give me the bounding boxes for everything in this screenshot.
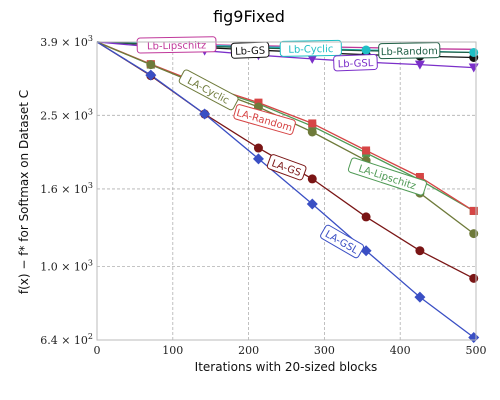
- marker-la-random: [362, 146, 371, 155]
- line-label-la-random: LA-Random: [233, 104, 296, 135]
- marker-la-gsl: [306, 198, 318, 210]
- x-tick-label: 400: [390, 344, 411, 357]
- y-tick-label: 6.4 × 102: [40, 332, 93, 347]
- marker-la-gs: [361, 212, 371, 222]
- series-line-la-cyclic: [96, 41, 475, 235]
- marker-la-random: [469, 206, 478, 215]
- line-label-lb-lipschitz: Lb-Lipschitz: [136, 36, 217, 54]
- line-label-box: [233, 104, 296, 135]
- y-tick-label: 3.9 × 103: [40, 34, 93, 49]
- marker-la-gsl: [199, 108, 211, 120]
- line-label-box: [378, 42, 441, 60]
- marker-lb-cyclic: [469, 47, 479, 57]
- marker-la-gs: [307, 174, 317, 184]
- marker-la-gsl: [468, 331, 480, 343]
- line-labels-layer: Lb-Lipschitz Lb-GS Lb-Cyclic Lb-Random Lb-GS…: [136, 36, 441, 259]
- line-label-box: [320, 224, 364, 259]
- line-label-text: Lb-GS: [235, 46, 265, 58]
- marker-la-cyclic: [307, 127, 317, 137]
- line-label-text: Lb-Cyclic: [288, 44, 333, 56]
- y-tick-label: 2.5 × 103: [40, 107, 93, 122]
- x-tick-label: 100: [162, 344, 183, 357]
- y-tick-label: 1.6 × 103: [40, 181, 93, 196]
- line-label-box: [279, 39, 342, 57]
- marker-la-random: [308, 119, 317, 128]
- line-label-text: Lb-Random: [381, 46, 438, 58]
- line-label-lb-gs: Lb-GS: [230, 41, 270, 59]
- marker-lb-gsl: [468, 63, 479, 73]
- marker-lb-cyclic: [361, 45, 371, 55]
- line-label-lb-cyclic: Lb-Cyclic: [279, 39, 342, 57]
- marker-lb-gsl: [414, 60, 425, 70]
- line-label-box: [347, 157, 427, 196]
- series-line-la-gsl: [96, 41, 475, 338]
- marker-la-cyclic: [146, 60, 156, 70]
- line-label-box: [266, 154, 307, 181]
- marker-la-gsl: [414, 291, 426, 303]
- line-label-la-cyclic: LA-Cyclic: [178, 69, 239, 111]
- plot-frame: [96, 41, 477, 341]
- x-tick-label: 200: [238, 344, 259, 357]
- line-label-la-gs: LA-GS: [266, 154, 307, 181]
- x-axis-label: Iterations with 20-sized blocks: [195, 360, 378, 374]
- line-label-text: Lb-Lipschitz: [147, 40, 206, 52]
- line-label-text: Lb-GSL: [338, 58, 374, 70]
- marker-lb-gsl: [307, 54, 318, 64]
- marker-la-gs: [253, 143, 263, 153]
- y-tick-label: 1.0 × 103: [40, 258, 93, 273]
- chart-title: fig9Fixed: [213, 7, 285, 26]
- x-tick-label: 500: [466, 344, 487, 357]
- line-label-lb-random: Lb-Random: [378, 42, 441, 60]
- y-axis-label: f(x) − f* for Softmax on Dataset C: [17, 90, 31, 294]
- line-label-box: [230, 41, 270, 59]
- marker-la-gs: [469, 273, 479, 283]
- axis-ticks: 0 100 200 300 400 500 3.9 × 103 2.5 × 103 1.6 × …: [40, 34, 486, 357]
- x-tick-label: 300: [314, 344, 335, 357]
- marker-la-gsl: [145, 69, 157, 81]
- marker-la-cyclic: [469, 229, 479, 239]
- line-label-box: [136, 36, 217, 54]
- x-tick-label: 0: [94, 344, 101, 357]
- line-label-box: [333, 54, 378, 72]
- marker-la-gs: [415, 246, 425, 256]
- line-label-box: [178, 69, 239, 111]
- marker-la-random: [415, 172, 424, 181]
- line-label-lb-gsl: Lb-GSL: [333, 54, 378, 72]
- marker-la-gsl: [252, 153, 264, 165]
